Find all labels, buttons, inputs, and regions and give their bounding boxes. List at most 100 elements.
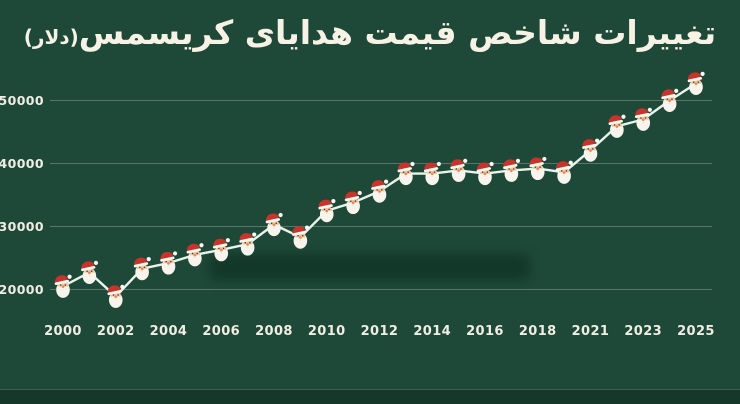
santa-nose (193, 253, 197, 257)
santa-hat-icon (608, 115, 623, 126)
santa-pompom (120, 284, 125, 289)
santa-nose (457, 169, 460, 173)
santa-nose (219, 248, 223, 252)
santa-hat-icon (661, 89, 676, 100)
santa-nose (88, 271, 91, 275)
santa-nose (589, 149, 592, 152)
santa-pompom (674, 88, 679, 93)
santa-pompom (463, 158, 468, 163)
santa-pompom (199, 243, 204, 248)
santa-nose (272, 223, 276, 227)
x-tick-label: 2004 (150, 324, 188, 339)
santa-nose (694, 82, 698, 86)
santa-pompom (595, 138, 600, 143)
santa-marker (476, 161, 494, 186)
santa-pompom (173, 251, 178, 256)
santa-nose (351, 201, 355, 205)
santa-pompom (146, 257, 151, 262)
santa-nose (483, 172, 487, 176)
santa-nose (562, 171, 566, 174)
x-tick-label: 2002 (97, 324, 135, 339)
santa-marker (687, 71, 705, 95)
y-tick-label: 40000 (0, 156, 44, 171)
santa-marker (239, 232, 257, 256)
santa-nose (114, 295, 118, 299)
santa-marker (582, 138, 600, 162)
santa-nose (167, 262, 170, 265)
santa-hat-icon (423, 162, 439, 173)
santa-hat-icon (582, 139, 597, 149)
x-tick-label: 2025 (677, 324, 715, 339)
x-tick-label: 2010 (308, 324, 346, 339)
santa-hat-icon (292, 226, 307, 236)
santa-pompom (384, 179, 389, 184)
santa-hat-icon (371, 180, 386, 190)
santa-hat-icon (186, 243, 201, 254)
santa-nose (246, 243, 249, 246)
x-tick-label: 2023 (624, 324, 662, 339)
santa-pompom (515, 158, 521, 163)
santa-pompom (357, 190, 362, 196)
santa-marker (107, 284, 125, 308)
santa-marker (344, 190, 362, 215)
watermark (210, 254, 530, 280)
santa-nose (140, 267, 144, 271)
santa-pompom (331, 199, 336, 204)
santa-pompom (436, 161, 441, 167)
x-tick-label: 2016 (466, 324, 504, 339)
santa-hat-icon (503, 159, 518, 170)
santa-pompom (252, 232, 257, 237)
santa-nose (641, 118, 645, 121)
chart-title: تغییرات شاخص قیمت هدایای کریسمس(دلار) (0, 8, 740, 62)
santa-hat-icon (133, 257, 149, 268)
santa-marker (608, 114, 626, 138)
santa-pompom (278, 212, 283, 218)
x-tick-label: 2000 (44, 324, 82, 339)
x-tick-label: 2018 (519, 324, 557, 339)
santa-pompom (700, 71, 705, 76)
santa-pompom (542, 156, 547, 162)
santa-marker (634, 107, 652, 131)
santa-hat-icon (318, 199, 333, 210)
x-tick-label: 2014 (413, 324, 451, 339)
santa-marker (292, 225, 310, 249)
santa-marker (160, 251, 178, 275)
santa-hat-icon (81, 261, 96, 272)
santa-hat-icon (634, 108, 650, 119)
santa-marker (133, 257, 151, 281)
santa-hat-icon (476, 162, 492, 173)
y-tick-label: 30000 (0, 219, 44, 234)
santa-marker (423, 161, 441, 186)
santa-nose (668, 99, 671, 103)
x-tick-label: 2006 (202, 324, 240, 339)
x-tick-label: 2012 (361, 324, 399, 339)
santa-hat-icon (344, 191, 360, 202)
santa-hat-icon (687, 72, 703, 83)
santa-marker (318, 199, 336, 223)
santa-pompom (647, 107, 652, 112)
santa-hat-icon (212, 238, 228, 249)
santa-hat-icon (450, 159, 465, 170)
santa-nose (404, 172, 408, 176)
x-tick-label: 2021 (572, 324, 610, 339)
santa-hat-icon (529, 157, 544, 168)
santa-nose (325, 209, 329, 213)
santa-pompom (410, 161, 415, 167)
santa-nose (378, 190, 381, 193)
santa-nose (510, 169, 513, 173)
santa-pompom (93, 260, 99, 265)
santa-nose (430, 172, 434, 176)
santa-pompom (304, 225, 310, 230)
footer-band (0, 389, 740, 404)
chart-title-text: تغییرات شاخص قیمت هدایای کریسمس (78, 13, 717, 52)
santa-marker (54, 274, 72, 298)
santa-pompom (225, 238, 230, 243)
santa-pompom (67, 274, 72, 279)
santa-nose (615, 125, 619, 128)
santa-hat-icon (54, 275, 70, 286)
santa-hat-icon (160, 251, 175, 262)
santa-pompom (621, 114, 626, 119)
santa-marker (212, 238, 230, 262)
